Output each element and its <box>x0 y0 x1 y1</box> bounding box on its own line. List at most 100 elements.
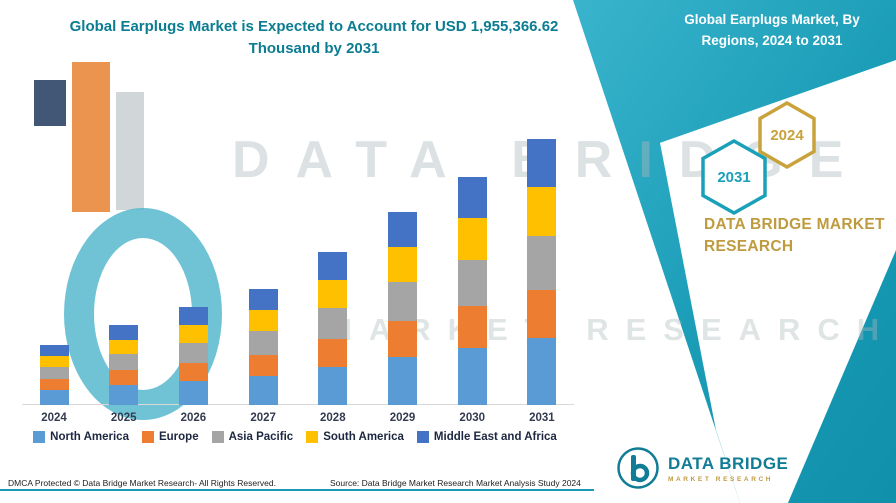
bottom-teal-rule <box>0 489 594 491</box>
bar-segment-middle-east-and-africa <box>248 289 278 311</box>
hexagon-badge-2031: 2031 <box>701 138 767 216</box>
legend-swatch-asia-pacific <box>211 431 224 443</box>
bar-segment-north-america <box>39 390 69 405</box>
x-axis-label-2026: 2026 <box>180 412 207 424</box>
bar-stack-2026 <box>178 307 208 405</box>
bar-segment-south-america <box>457 218 487 260</box>
bar-segment-north-america <box>388 356 418 405</box>
x-axis-label-2024: 2024 <box>41 412 67 424</box>
bar-slot-2030: 2030 <box>440 88 504 428</box>
watermark-navy-square <box>34 80 66 126</box>
x-axis-label-2028: 2028 <box>320 412 346 424</box>
bar-segment-asia-pacific <box>248 331 278 355</box>
bar-stack-2030 <box>457 177 487 405</box>
legend-label-asia-pacific: Asia Pacific <box>228 431 294 443</box>
bar-segment-asia-pacific <box>178 342 208 363</box>
bar-segment-north-america <box>457 348 487 405</box>
legend-label-north-america: North America <box>50 431 129 443</box>
bar-segment-south-america <box>178 325 208 343</box>
bar-segment-south-america <box>39 355 69 367</box>
bar-slot-2031: 2031 <box>510 88 574 428</box>
footer-logo: DATA BRIDGE MARKET RESEARCH <box>616 446 788 490</box>
bar-segment-europe <box>109 370 139 386</box>
legend-label-south-america: South America <box>323 431 404 443</box>
bar-segment-asia-pacific <box>318 307 348 339</box>
dmca-notice: DMCA Protected © Data Bridge Market Rese… <box>8 478 276 488</box>
bar-segment-north-america <box>109 385 139 405</box>
brand-text: DATA BRIDGE MARKET RESEARCH <box>704 216 885 256</box>
hexagon-2024-outline <box>758 100 816 170</box>
bar-stack-2029 <box>388 212 418 405</box>
bar-stack-2024 <box>39 345 69 405</box>
bar-stack-2027 <box>248 289 278 405</box>
legend-swatch-north-america <box>33 431 46 443</box>
legend-item-middle-east-and-africa: Middle East and Africa <box>416 431 557 443</box>
watermark-gray-bar <box>116 92 144 210</box>
bar-segment-europe <box>248 354 278 377</box>
bar-segment-asia-pacific <box>388 282 418 322</box>
x-axis-label-2030: 2030 <box>459 412 486 424</box>
bar-segment-europe <box>39 379 69 391</box>
legend-swatch-europe <box>141 431 154 443</box>
bar-segment-asia-pacific <box>457 259 487 307</box>
bar-segment-middle-east-and-africa <box>318 251 348 280</box>
legend-label-middle-east-and-africa: Middle East and Africa <box>433 431 557 443</box>
x-axis-label-2025: 2025 <box>110 412 137 424</box>
legend-swatch-middle-east-and-africa <box>416 431 429 443</box>
bar-segment-europe <box>318 338 348 367</box>
footer-logo-subtitle: MARKET RESEARCH <box>668 475 774 483</box>
bar-segment-north-america <box>527 338 557 405</box>
bar-segment-europe <box>178 362 208 381</box>
bar-segment-south-america <box>527 187 557 236</box>
bar-segment-europe <box>457 306 487 349</box>
bar-stack-2031 <box>527 139 557 405</box>
bar-slot-2025: 2025 <box>92 88 156 428</box>
legend: North America Europe Asia Pacific South Ame… <box>8 431 582 443</box>
data-bridge-b-icon <box>617 447 659 489</box>
hexagon-badge-2024: 2024 <box>758 100 816 170</box>
legend-item-asia-pacific: Asia Pacific <box>211 431 294 443</box>
hexagon-2031-outline <box>701 138 767 216</box>
x-axis-label-2029: 2029 <box>389 412 416 424</box>
bar-segment-south-america <box>109 339 139 355</box>
bar-segment-middle-east-and-africa <box>109 325 139 340</box>
bar-segment-south-america <box>318 279 348 308</box>
watermark-orange-bar <box>72 62 110 212</box>
bar-segment-north-america <box>178 380 208 405</box>
legend-item-north-america: North America <box>33 431 129 443</box>
bar-segment-asia-pacific <box>527 235 557 290</box>
bar-segment-south-america <box>248 310 278 332</box>
bar-segment-middle-east-and-africa <box>388 212 418 247</box>
bar-slot-2028: 2028 <box>301 88 365 428</box>
legend-item-south-america: South America <box>306 431 404 443</box>
bar-slot-2027: 2027 <box>231 88 295 428</box>
bar-segment-asia-pacific <box>39 366 69 380</box>
bar-segment-middle-east-and-africa <box>39 345 69 356</box>
bar-segment-middle-east-and-africa <box>527 139 557 188</box>
bar-segment-south-america <box>388 246 418 283</box>
bar-segment-europe <box>527 289 557 339</box>
legend-item-europe: Europe <box>141 431 199 443</box>
bar-slot-2026: 2026 <box>161 88 225 428</box>
footer-logo-name: DATA BRIDGE <box>668 453 789 473</box>
hexagon-2024-label: 2024 <box>770 127 804 144</box>
bar-segment-north-america <box>248 376 278 405</box>
x-axis-line <box>22 404 574 405</box>
page-title: Global Earplugs Market is Expected to Ac… <box>69 18 559 57</box>
bar-slot-2029: 2029 <box>371 88 435 428</box>
legend-label-europe: Europe <box>158 431 199 443</box>
bar-stack-2028 <box>318 251 348 405</box>
bar-stack-2025 <box>109 325 139 405</box>
right-banner-title: Global Earplugs Market, By Regions, 2024… <box>684 12 860 48</box>
hexagon-2031-label: 2031 <box>717 169 750 186</box>
x-axis-label-2027: 2027 <box>250 412 276 424</box>
bar-segment-europe <box>388 321 418 357</box>
x-axis-label-2031: 2031 <box>529 412 555 424</box>
source-note: Source: Data Bridge Market Research Mark… <box>330 478 581 488</box>
bar-segment-middle-east-and-africa <box>178 307 208 326</box>
bar-segment-middle-east-and-africa <box>457 177 487 219</box>
bar-chart: 2024 2025 2026 2027 2028 2029 2030 2031 <box>22 88 574 428</box>
bar-segment-asia-pacific <box>109 354 139 371</box>
bar-slot-2024: 2024 <box>22 88 86 428</box>
